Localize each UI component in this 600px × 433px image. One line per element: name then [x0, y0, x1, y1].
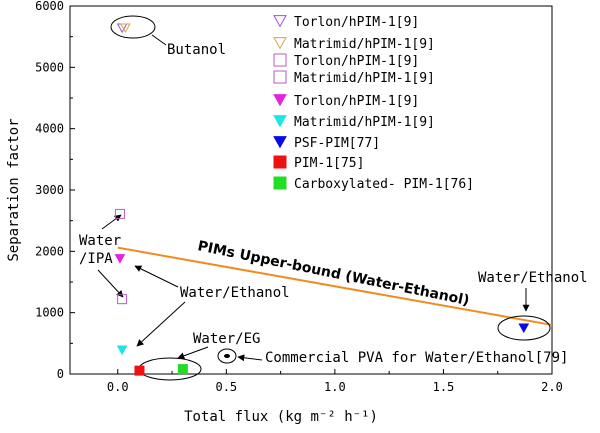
water-ipa-label-line1: Water — [79, 233, 121, 249]
x-tick-label: 1.0 — [324, 380, 346, 394]
legend-label-2: Torlon/hPIM-1[9] — [294, 54, 419, 69]
legend-label-5: Matrimid/hPIM-1[9] — [294, 115, 435, 130]
water-eg-ellipse — [138, 357, 202, 381]
x-axis-label: Total flux (kg m⁻² h⁻¹) — [184, 409, 378, 425]
legend-label-4: Torlon/hPIM-1[9] — [294, 94, 419, 109]
x-tick-label: 0.0 — [107, 380, 129, 394]
legend-label-3: Matrimid/hPIM-1[9] — [294, 71, 435, 86]
legend-marker-5 — [273, 115, 287, 128]
butanol-ellipse — [110, 15, 156, 39]
water-ethanol-right-label: Water/Ethanol — [478, 270, 588, 286]
data-point-series-2 — [114, 208, 125, 219]
legend-marker-3 — [273, 70, 287, 84]
legend-marker-4 — [273, 94, 287, 107]
water-ethanol-arrow-up — [134, 265, 179, 288]
water-eg-arrow — [177, 346, 209, 360]
legend-label-7: PIM-1[75] — [294, 156, 364, 171]
data-point-series-7 — [134, 365, 145, 376]
data-point-series-5 — [116, 345, 128, 356]
legend-marker-6 — [273, 136, 287, 149]
x-tick-label: 0.5 — [215, 380, 237, 394]
psf-pim-ellipse — [497, 315, 551, 341]
water-ipa-arrow-up — [101, 214, 122, 230]
legend-label-0: Torlon/hPIM-1[9] — [294, 15, 419, 30]
water-ipa-label-line2: /IPA — [79, 251, 113, 267]
upper-bound-line — [117, 246, 553, 326]
legend-label-1: Matrimid/hPIM-1[9] — [294, 37, 435, 52]
y-axis-label: Separation factor — [6, 118, 22, 261]
legend-label-6: PSF-PIM[77] — [294, 136, 380, 151]
legend-label-8: Carboxylated- PIM-1[76] — [294, 177, 474, 192]
legend-marker-7 — [273, 155, 287, 169]
butanol-label: Butanol — [167, 42, 226, 58]
data-point-series-8 — [177, 364, 188, 375]
y-tick-label: 0 — [57, 367, 64, 381]
legend-marker-2 — [273, 53, 287, 67]
data-point-series-4 — [114, 254, 126, 264]
y-tick-label: 1000 — [35, 306, 64, 320]
x-tick-label: 2.0 — [541, 380, 563, 394]
data-point-series-6 — [518, 323, 530, 334]
water-ethanol-left-label: Water/Ethanol — [180, 285, 290, 301]
data-point-series-3 — [117, 294, 128, 305]
y-tick-label: 5000 — [35, 60, 64, 74]
y-tick-label: 3000 — [35, 183, 64, 197]
legend-marker-1 — [273, 37, 287, 50]
butanol-leader — [151, 34, 167, 46]
water-eg-label: Water/EG — [193, 331, 260, 347]
y-tick-label: 4000 — [35, 122, 64, 136]
y-tick-label: 2000 — [35, 244, 64, 258]
data-point-series-1 — [120, 23, 131, 34]
commercial-pva-arrow — [237, 354, 263, 362]
water-ethanol-arrow-down — [136, 301, 186, 347]
legend-marker-0 — [273, 15, 287, 28]
commercial-pva-ellipse — [217, 348, 237, 364]
x-tick-label: 1.5 — [433, 380, 455, 394]
commercial-pva-point — [224, 354, 230, 358]
water-ipa-arrow-down — [97, 269, 124, 298]
y-tick-label: 6000 — [35, 0, 64, 13]
legend-marker-8 — [273, 176, 287, 190]
commercial-pva-label: Commercial PVA for Water/Ethanol[79] — [265, 350, 568, 366]
